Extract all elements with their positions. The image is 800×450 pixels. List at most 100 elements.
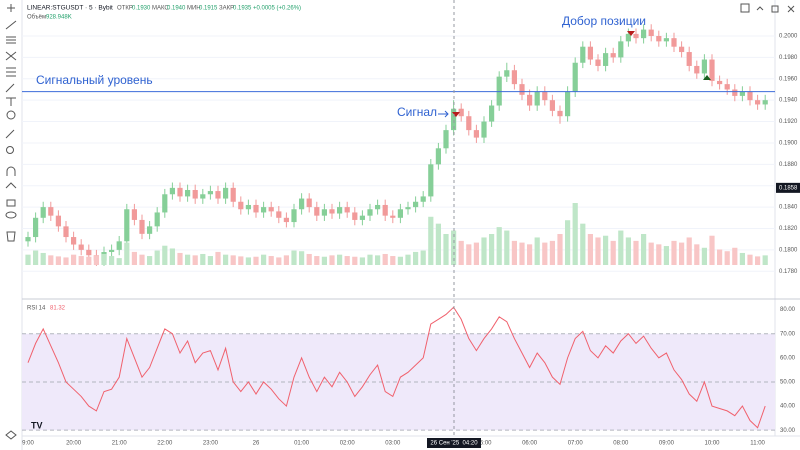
y-tick-label: 0.1840: [779, 205, 798, 211]
text-tool[interactable]: [6, 97, 16, 106]
candle-body: [473, 130, 479, 138]
volume-bar: [329, 255, 335, 265]
candle-body: [717, 80, 723, 85]
volume-bar: [428, 216, 434, 265]
candle-body: [86, 249, 92, 256]
x-tick-label: 09:00: [659, 441, 675, 447]
candle-body: [732, 89, 738, 96]
candle-body: [739, 91, 745, 96]
high-label: МАКС: [152, 6, 169, 12]
collapse-button[interactable]: [756, 6, 764, 11]
y-tick-label: 0.1880: [779, 162, 798, 168]
volume-bar: [755, 256, 761, 265]
candle-body: [443, 130, 449, 149]
volume-bar: [33, 250, 39, 265]
emoji-tool[interactable]: [6, 110, 16, 120]
volume-bar: [131, 251, 137, 265]
volume-bar: [489, 234, 495, 265]
volume-bar: [253, 256, 259, 265]
crosshair-price-label: 0.1858: [779, 185, 798, 191]
volume-bar: [747, 254, 753, 265]
volume-bar: [147, 256, 153, 265]
x-tick-label: 02:00: [340, 441, 356, 447]
candle-body: [223, 187, 229, 199]
x-tick-label: 11:00: [750, 441, 765, 447]
candle-body: [33, 217, 39, 238]
volume-bar: [671, 240, 677, 265]
magnet-tool[interactable]: [6, 166, 16, 176]
volume-bar: [732, 247, 738, 265]
y-tick-label: 0.1920: [779, 119, 798, 125]
volume-bar: [466, 244, 472, 265]
candle-body: [337, 207, 343, 214]
lock-tool[interactable]: [6, 199, 16, 207]
zoom-tool[interactable]: [6, 146, 14, 154]
volume-bar: [314, 256, 320, 265]
crosshair-tool[interactable]: [7, 4, 15, 12]
volume-bar: [511, 240, 517, 265]
symbol: LINEAR:STGUSDT · 5 · Bybit: [27, 5, 113, 12]
volume-bar: [109, 256, 115, 265]
ruler-tool[interactable]: [5, 129, 15, 139]
volume-bar: [55, 256, 61, 265]
volume-bar: [101, 253, 107, 265]
volume-bar: [641, 234, 647, 265]
visibility-tool[interactable]: [5, 211, 17, 219]
volume-bar: [420, 250, 426, 265]
candle-body: [367, 209, 373, 216]
annotation: Добор позиции: [562, 14, 646, 28]
x-tick-label: 21:00: [112, 441, 128, 447]
volume-bar: [367, 254, 373, 265]
volume-bar: [625, 237, 631, 265]
candle-body: [63, 226, 69, 238]
logo: TV: [31, 420, 43, 430]
fib-tool[interactable]: [6, 36, 16, 44]
volume-bar: [565, 220, 571, 265]
volume-bar: [375, 255, 381, 265]
annotation: Сигнал: [397, 105, 437, 119]
layers-tool[interactable]: [5, 430, 17, 440]
y-tick-label: 0.1800: [779, 247, 798, 253]
candle-body: [504, 70, 510, 77]
volume-bar: [169, 248, 175, 265]
candle-body: [116, 241, 122, 250]
annotation-arrow: [438, 110, 449, 118]
volume-bar: [291, 250, 297, 265]
rsi-title: RSI 14: [27, 306, 46, 312]
x-tick-label: 03:00: [385, 441, 401, 447]
brush-tool[interactable]: [5, 83, 15, 93]
projection-tool[interactable]: [6, 67, 16, 77]
y-tick-label: 40.00: [780, 404, 796, 410]
volume-bar: [603, 235, 609, 265]
volume-bar: [192, 255, 198, 265]
y-tick-label: 0.1960: [779, 76, 798, 82]
candle-body: [261, 207, 267, 213]
candle-body: [25, 237, 31, 242]
left-toolbar: [5, 4, 17, 440]
volume-bar: [610, 240, 616, 265]
candle-body: [268, 207, 274, 212]
volume-bar: [739, 252, 745, 265]
close-value: 0.1935: [233, 6, 252, 12]
candle-body: [534, 91, 540, 106]
volume-bar: [397, 256, 403, 265]
candle-body: [413, 201, 419, 208]
drawing-mode-tool[interactable]: [5, 182, 17, 189]
close-button[interactable]: [787, 5, 795, 13]
delete-tool[interactable]: [6, 231, 16, 242]
settings-button[interactable]: [740, 3, 750, 13]
volume-bar: [496, 227, 502, 265]
maximize-button[interactable]: [771, 5, 779, 13]
candle-body: [314, 207, 320, 216]
candle-body: [375, 204, 381, 210]
trendline-tool[interactable]: [5, 20, 17, 30]
volume-bar: [238, 256, 244, 265]
candle-body: [352, 212, 358, 220]
y-tick-label: 0.1820: [779, 226, 798, 232]
volume-bar: [557, 234, 563, 265]
pattern-tool[interactable]: [5, 51, 17, 61]
candle-body: [724, 84, 730, 90]
volume-title: Объём: [27, 15, 46, 21]
y-tick-label: 0.1940: [779, 98, 798, 104]
